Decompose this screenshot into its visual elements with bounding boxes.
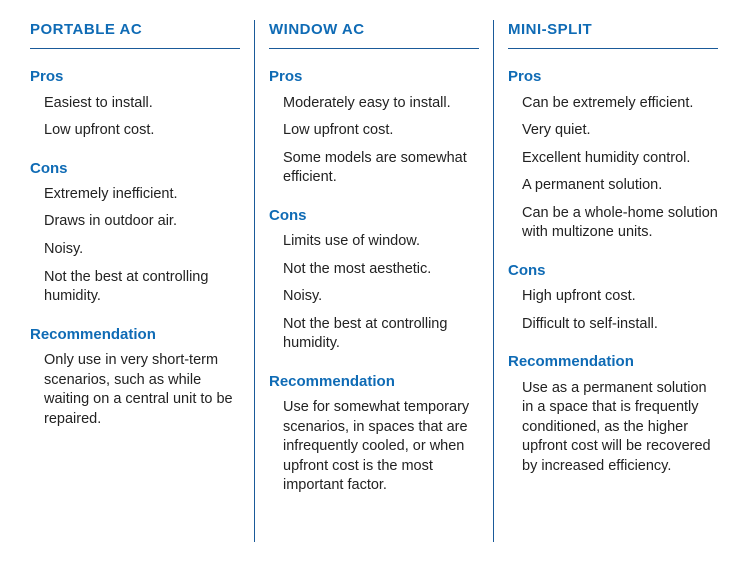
list-item: Low upfront cost. [283, 121, 479, 141]
section-title-cons: Cons [269, 206, 479, 226]
list-item: A permanent solution. [522, 176, 718, 196]
recommendation-text: Only use in very short-term scenarios, s… [44, 351, 240, 429]
list-item: Noisy. [44, 240, 240, 260]
list-item: Limits use of window. [283, 232, 479, 252]
list-item: Moderately easy to install. [283, 94, 479, 114]
list-item: Some models are somewhat efficient. [283, 149, 479, 188]
list-item: Not the best at controlling humidity. [283, 315, 479, 354]
comparison-columns: PORTABLE AC Pros Easiest to install. Low… [16, 20, 732, 542]
list-item: Excellent humidity control. [522, 149, 718, 169]
section-title-pros: Pros [508, 67, 718, 87]
column-portable-ac: PORTABLE AC Pros Easiest to install. Low… [16, 20, 255, 542]
list-item: Not the best at controlling humidity. [44, 268, 240, 307]
list-item: Easiest to install. [44, 94, 240, 114]
list-item: Draws in outdoor air. [44, 212, 240, 232]
column-header: MINI-SPLIT [508, 20, 718, 49]
section-title-recommendation: Recommendation [269, 372, 479, 392]
section-title-cons: Cons [30, 159, 240, 179]
column-header: WINDOW AC [269, 20, 479, 49]
column-mini-split: MINI-SPLIT Pros Can be extremely efficie… [494, 20, 732, 542]
column-window-ac: WINDOW AC Pros Moderately easy to instal… [255, 20, 494, 542]
column-header: PORTABLE AC [30, 20, 240, 49]
section-title-cons: Cons [508, 261, 718, 281]
section-title-pros: Pros [269, 67, 479, 87]
list-item: Low upfront cost. [44, 121, 240, 141]
list-item: Very quiet. [522, 121, 718, 141]
list-item: Extremely inefficient. [44, 185, 240, 205]
list-item: High upfront cost. [522, 287, 718, 307]
section-title-pros: Pros [30, 67, 240, 87]
list-item: Difficult to self-install. [522, 315, 718, 335]
section-title-recommendation: Recommendation [508, 352, 718, 372]
list-item: Noisy. [283, 287, 479, 307]
recommendation-text: Use for somewhat temporary scenarios, in… [283, 398, 479, 496]
list-item: Can be extremely efficient. [522, 94, 718, 114]
list-item: Not the most aesthetic. [283, 260, 479, 280]
list-item: Can be a whole-home solution with multiz… [522, 204, 718, 243]
recommendation-text: Use as a permanent solution in a space t… [522, 379, 718, 477]
section-title-recommendation: Recommendation [30, 325, 240, 345]
